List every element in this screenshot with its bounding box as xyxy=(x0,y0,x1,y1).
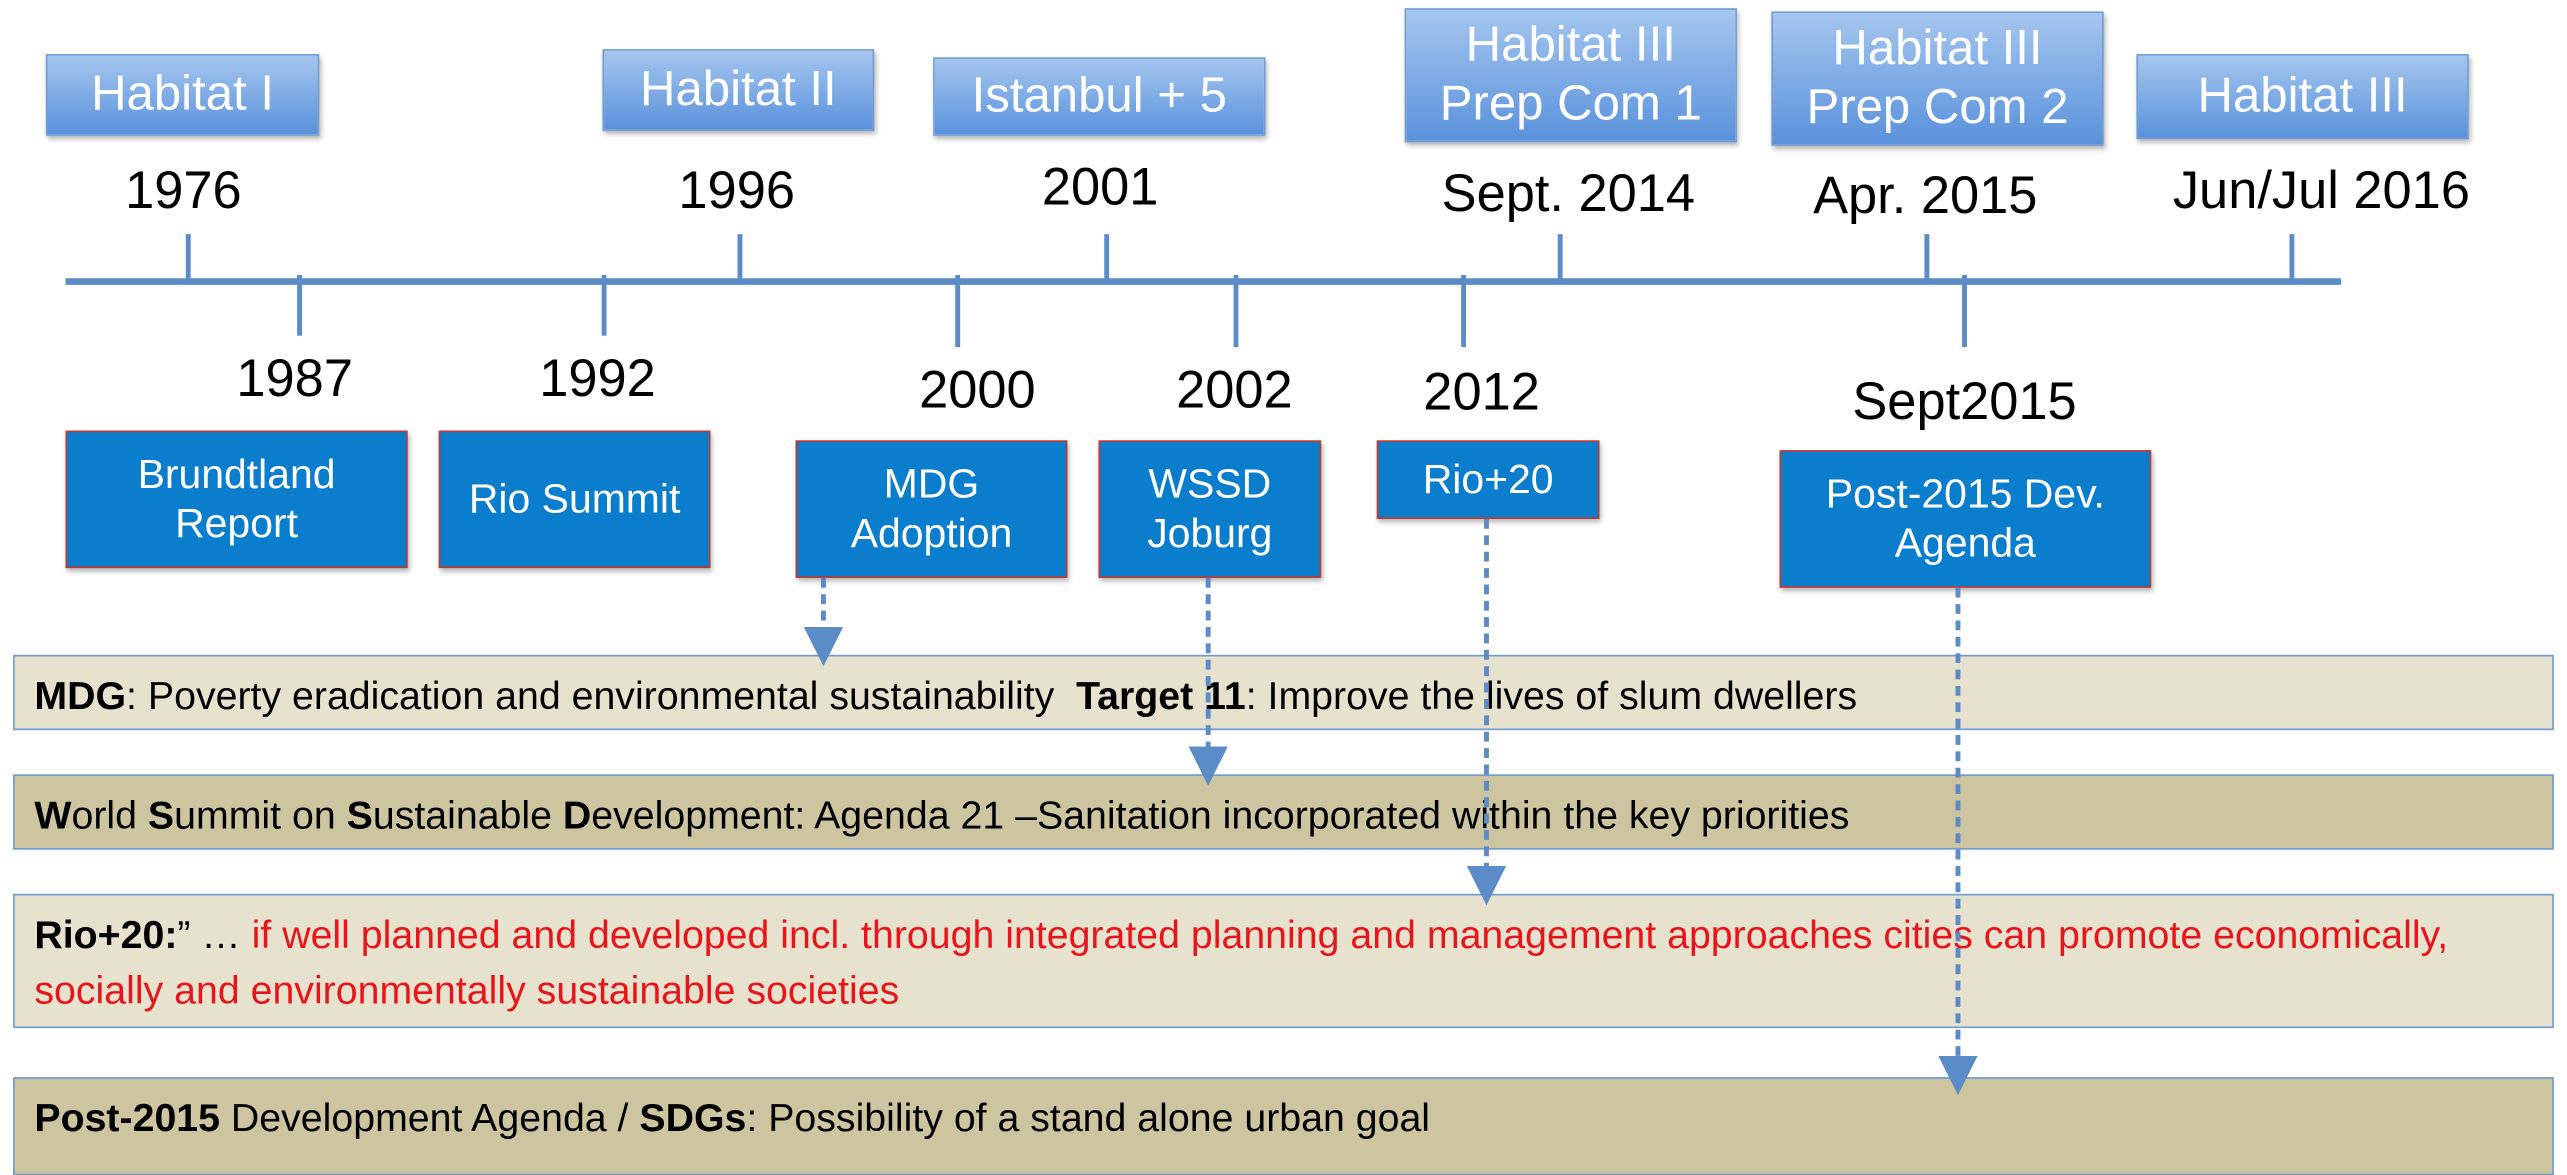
bottom-event-date: 2002 xyxy=(1176,360,1293,420)
top-event-date: 1976 xyxy=(125,160,242,220)
top-event-box: Habitat III Prep Com 2 xyxy=(1771,11,2104,146)
note-text: : Poverty eradication and environmental … xyxy=(126,674,1077,719)
note-text: ” … xyxy=(177,913,252,958)
note-text: Post-2015 xyxy=(34,1096,221,1142)
note-text: ustainable xyxy=(372,793,563,839)
top-event-box: Habitat II xyxy=(602,49,875,131)
bottom-event-date: 1992 xyxy=(539,348,656,408)
top-event-box: Istanbul + 5 xyxy=(933,57,1266,136)
top-event-box: Habitat I xyxy=(45,54,320,136)
note-text: S xyxy=(346,793,373,839)
note-text: Rio+20: xyxy=(34,913,178,958)
top-event-date: Sept. 2014 xyxy=(1441,163,1696,223)
bottom-event-box: Brundtland Report xyxy=(65,430,408,569)
top-event-date: 2001 xyxy=(1041,157,1159,217)
note-text: S xyxy=(147,793,175,839)
note-text: MDG xyxy=(34,674,127,719)
bottom-event-date: 2000 xyxy=(919,360,1036,420)
bottom-event-date: 1987 xyxy=(236,348,353,408)
note-text: W xyxy=(34,793,72,839)
note-text: orld xyxy=(71,793,148,839)
note-text: Development Agenda / xyxy=(220,1096,640,1142)
bottom-event-date: 2012 xyxy=(1423,361,1540,421)
note-text: : Improve the lives of slum dwellers xyxy=(1245,674,1858,719)
bottom-event-box: MDG Adoption xyxy=(795,440,1068,578)
note-bar: World Summit on Sustainable Development:… xyxy=(13,774,2554,850)
top-event-box: Habitat III xyxy=(2136,54,2469,140)
note-text: if well planned and developed incl. thro… xyxy=(34,913,2460,1013)
note-text: ummit on xyxy=(174,793,347,839)
note-text: D xyxy=(562,793,592,839)
top-event-date: Jun/Jul 2016 xyxy=(2172,160,2470,220)
bottom-event-box: WSSD Joburg xyxy=(1098,440,1322,578)
top-event-box: Habitat III Prep Com 1 xyxy=(1404,8,1737,143)
note-text: SDGs xyxy=(639,1096,747,1142)
note-bar: Rio+20:” … if well planned and developed… xyxy=(13,893,2554,1029)
note-text: evelopment: Agenda 21 –Sanitation incorp… xyxy=(591,793,1850,839)
top-event-date: Apr. 2015 xyxy=(1813,165,2038,225)
note-text: Target 11 xyxy=(1076,674,1246,719)
bottom-event-box: Rio+20 xyxy=(1376,440,1600,519)
bottom-event-box: Post-2015 Dev. Agenda xyxy=(1779,450,2152,588)
note-bar: MDG: Poverty eradication and environment… xyxy=(13,654,2554,731)
bottom-event-date: Sept2015 xyxy=(1852,371,2077,431)
bottom-event-box: Rio Summit xyxy=(438,430,711,569)
note-text: : Possibility of a stand alone urban goa… xyxy=(746,1096,1431,1142)
top-event-date: 1996 xyxy=(678,160,795,220)
